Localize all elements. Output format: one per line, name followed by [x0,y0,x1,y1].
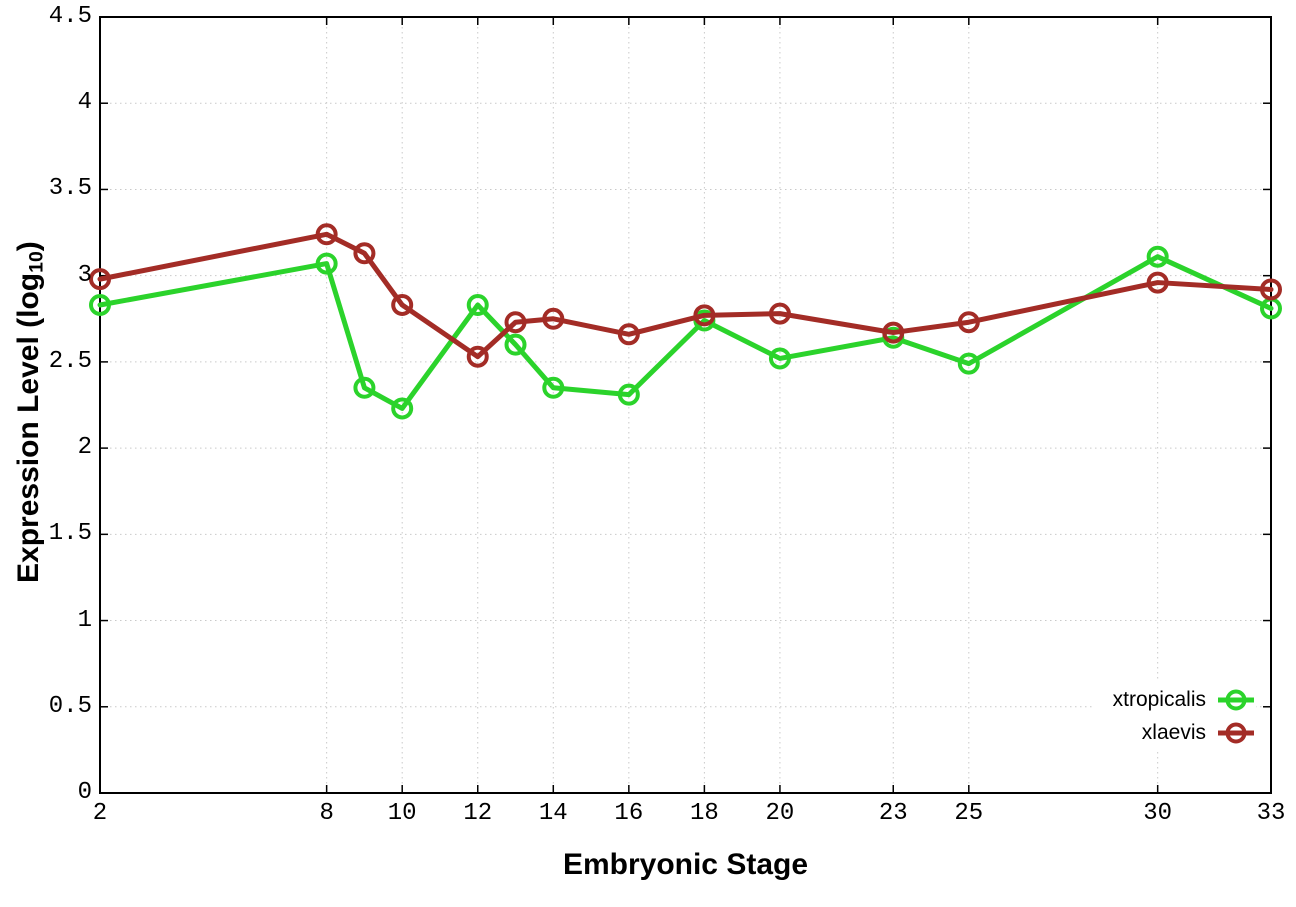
legend-marker-xlaevis [1218,722,1254,743]
legend-marker-xtropicalis [1218,689,1254,710]
data-point-xlaevis [391,293,414,316]
y-tick-label: 4 [77,89,92,117]
data-point-xlaevis [466,345,489,368]
x-tick-label: 20 [765,800,795,827]
series-line-xtropicalis [97,254,1274,411]
open-circle-marker-icon [1225,689,1247,710]
x-tick-label: 18 [689,800,719,827]
y-tick-label: 2 [77,434,92,462]
open-circle-marker-icon [1225,722,1247,743]
x-tick-label: 16 [614,800,644,827]
data-point-xlaevis [957,311,980,334]
plot-border [99,16,1272,794]
legend: xtropicalis xlaevis [1094,681,1256,751]
data-point-xtropicalis [504,333,527,356]
data-point-xtropicalis [542,376,565,399]
y-tick-label: 1.5 [48,520,92,548]
y-axis-title: Expression Level (log10) [12,241,48,583]
x-tick-label: 12 [463,800,493,827]
data-point-xlaevis [89,268,111,291]
data-point-xtropicalis [1146,245,1169,268]
legend-label-xtropicalis: xtropicalis [1112,687,1206,711]
x-tick-label: 8 [319,800,334,827]
y-axis-title-text: Expression Level (log [12,272,45,583]
x-tick-label: 30 [1143,800,1173,827]
y-tick-label: 3.5 [48,175,92,203]
legend-entry-xtropicalis: xtropicalis [1113,683,1256,716]
data-point-xlaevis [353,242,376,265]
x-tick-label: 10 [387,800,417,827]
legend-label-xlaevis: xlaevis [1141,720,1206,744]
data-point-xlaevis [1260,278,1282,301]
data-point-xlaevis [882,321,905,344]
y-axis-title-subscript: 10 [25,251,48,273]
y-tick-label: 0 [77,779,92,806]
data-point-xlaevis [315,223,338,246]
data-point-xtropicalis [466,293,489,316]
data-point-xtropicalis [617,383,640,406]
data-point-xtropicalis [315,252,338,275]
data-point-xlaevis [504,311,527,334]
y-tick-label: 0.5 [48,692,92,720]
data-point-xtropicalis [768,347,791,370]
y-tick-label: 1 [77,606,92,634]
data-point-xlaevis [768,302,791,325]
data-point-xtropicalis [89,293,111,316]
x-tick-label: 33 [1256,800,1286,827]
data-point-xtropicalis [957,352,980,375]
y-axis-title-suffix: ) [12,241,45,252]
data-point-xlaevis [1146,271,1169,294]
x-tick-label: 2 [92,800,108,827]
y-tick-label: 3 [77,261,92,289]
y-tick-label: 2.5 [48,347,92,375]
y-tick-label: 4.5 [48,3,92,30]
data-point-xtropicalis [391,397,414,420]
x-tick-label: 23 [878,800,908,827]
legend-entry-xlaevis: xlaevis [1113,716,1256,749]
data-point-xlaevis [617,323,640,346]
data-point-xtropicalis [353,376,376,399]
data-point-xlaevis [542,307,565,330]
x-axis-title: Embryonic Stage [562,848,809,881]
data-point-xlaevis [693,304,716,327]
x-tick-label: 25 [954,800,984,827]
x-tick-label: 14 [538,800,568,827]
